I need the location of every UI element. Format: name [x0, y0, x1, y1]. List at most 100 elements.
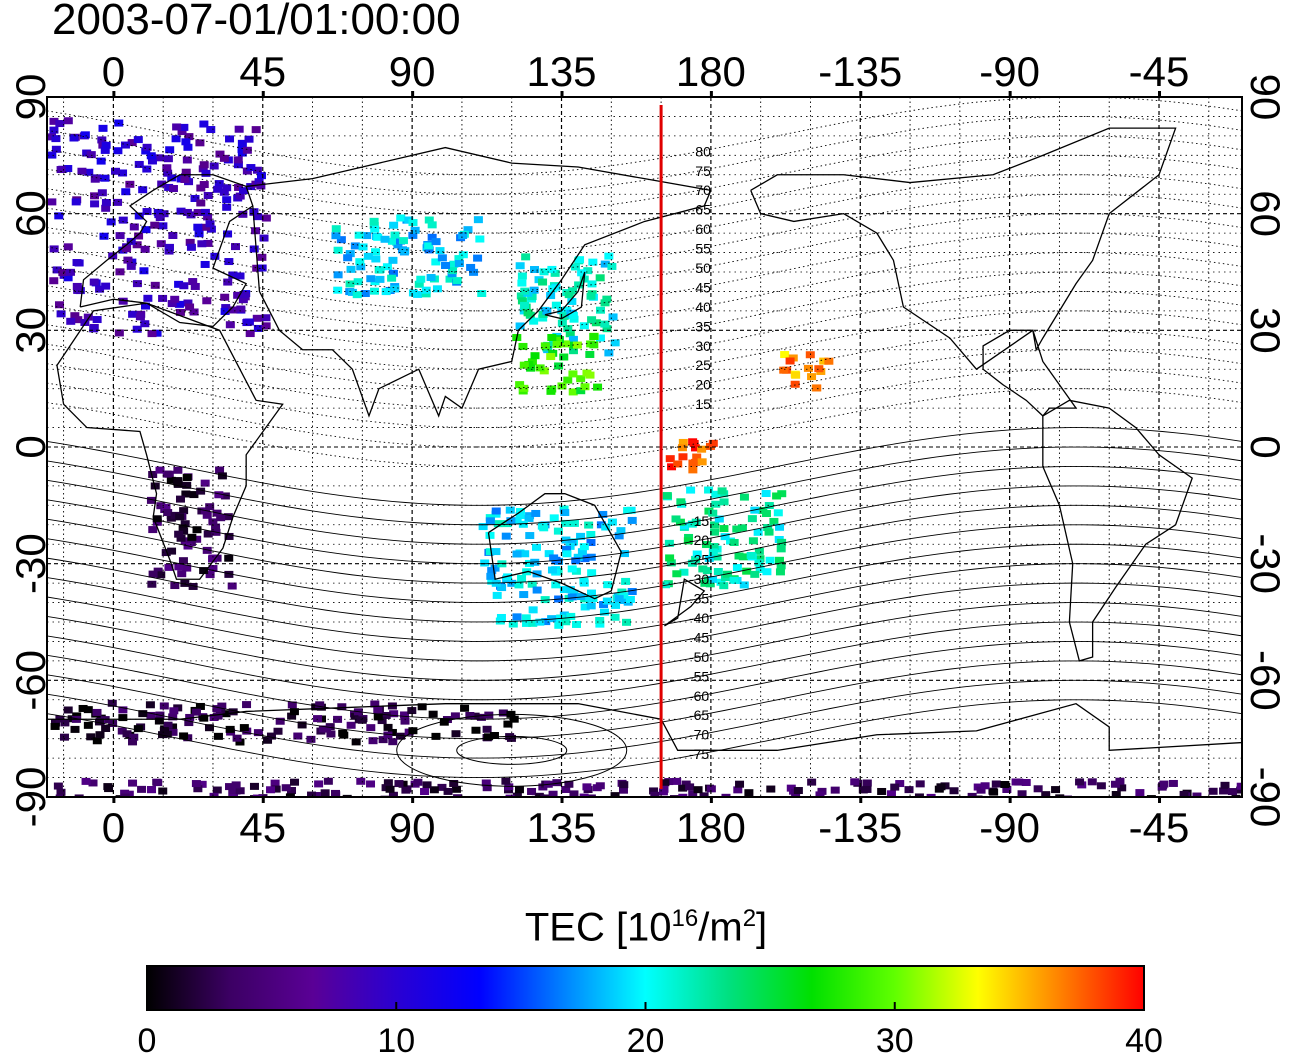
top-tick-mark [560, 91, 564, 97]
tec-cell [1179, 790, 1189, 797]
tec-cell [389, 710, 399, 718]
tec-cell [915, 780, 925, 788]
tec-cell [228, 789, 238, 797]
tec-cell [200, 260, 210, 268]
tec-cell [449, 779, 459, 787]
tec-cell [812, 384, 822, 392]
tec-cell [691, 518, 701, 526]
colorbar-ticks: 0 10 20 30 40 [138, 1002, 1163, 1057]
tec-cell [73, 316, 83, 324]
tec-cell [614, 595, 624, 603]
tec-cell [134, 232, 144, 240]
tec-cell [1208, 787, 1218, 795]
tec-cell [219, 154, 229, 162]
tec-cell [72, 282, 82, 290]
tec-cell [306, 735, 316, 743]
tec-cell [569, 519, 579, 527]
tec-cell [148, 570, 158, 578]
tec-cell [583, 267, 593, 275]
tec-cell [163, 721, 173, 729]
tec-cell [602, 597, 612, 605]
tec-cell [59, 733, 69, 741]
tec-cell [152, 329, 162, 337]
top-lon-tick-label: 45 [239, 48, 286, 95]
tec-cell [183, 299, 193, 307]
tec-cell [63, 117, 73, 125]
tec-cell [100, 146, 110, 154]
tec-cell [156, 502, 166, 510]
tec-cell [577, 548, 587, 556]
tec-cell [174, 280, 184, 288]
tec-cell [351, 738, 361, 746]
tec-cell [115, 232, 125, 240]
coastline [664, 578, 706, 627]
tec-cell [249, 245, 259, 253]
tec-cell [677, 444, 687, 452]
tec-cell [807, 373, 817, 381]
tec-cell [678, 453, 688, 461]
tec-cell [546, 387, 556, 395]
tec-cell [780, 351, 790, 359]
tec-cell [206, 126, 216, 134]
tec-cell [358, 243, 368, 251]
tec-cell [70, 312, 80, 320]
magnetic-contour [47, 291, 1242, 370]
tec-cell [1096, 782, 1106, 790]
tec-cell [744, 789, 754, 797]
tec-cell [600, 320, 610, 328]
tec-cell [704, 486, 714, 494]
tec-cell [213, 712, 223, 720]
tec-cell [203, 530, 213, 538]
tec-cell [53, 782, 63, 790]
tec-cell [381, 711, 391, 719]
tec-cell [568, 287, 578, 295]
tec-cell [383, 731, 393, 739]
tec-cell [281, 784, 291, 792]
tec-cell [134, 160, 144, 168]
tec-cell [693, 786, 703, 794]
tec-cell [81, 777, 91, 785]
tec-cell [603, 581, 613, 589]
tec-cell [538, 314, 548, 322]
tec-cell [208, 555, 218, 563]
tec-cell [708, 509, 718, 517]
tec-cell [850, 778, 860, 786]
tec-cell [194, 230, 204, 238]
tec-cell [512, 517, 522, 525]
tec-cell [196, 487, 206, 495]
tec-cell [246, 164, 256, 172]
tec-cell [737, 524, 747, 532]
tec-cell [448, 267, 458, 275]
tec-cell [199, 161, 209, 169]
tec-cell [380, 235, 390, 243]
magnetic-contour [47, 271, 1242, 351]
tec-cell [128, 738, 138, 746]
tec-cell [480, 559, 490, 567]
tec-cell [688, 466, 698, 474]
tec-cell [604, 252, 614, 260]
bottom-lon-tick-label: -135 [818, 804, 902, 851]
tec-cell [141, 302, 151, 310]
tec-cell [52, 266, 62, 274]
tec-cell [1021, 778, 1031, 786]
tec-cell [56, 166, 66, 174]
tec-cell [407, 707, 417, 715]
tec-cell [47, 151, 57, 159]
tec-cell [371, 255, 381, 263]
tec-cell [153, 779, 163, 787]
tec-cell [138, 710, 148, 718]
tec-cell [156, 240, 166, 248]
tec-cell [579, 579, 589, 587]
tec-cell [585, 371, 595, 379]
tec-cell [497, 584, 507, 592]
tec-cell [664, 539, 674, 547]
tec-cell [137, 785, 147, 793]
tec-cell [326, 730, 336, 738]
tec-cell [252, 264, 262, 272]
contour-label: -50 [689, 649, 709, 665]
tec-cell [514, 581, 524, 589]
colorbar-tick-label: 30 [876, 1022, 914, 1057]
tec-cell [155, 214, 165, 222]
magnetic-contour [47, 582, 1242, 662]
tec-cell [765, 556, 775, 564]
